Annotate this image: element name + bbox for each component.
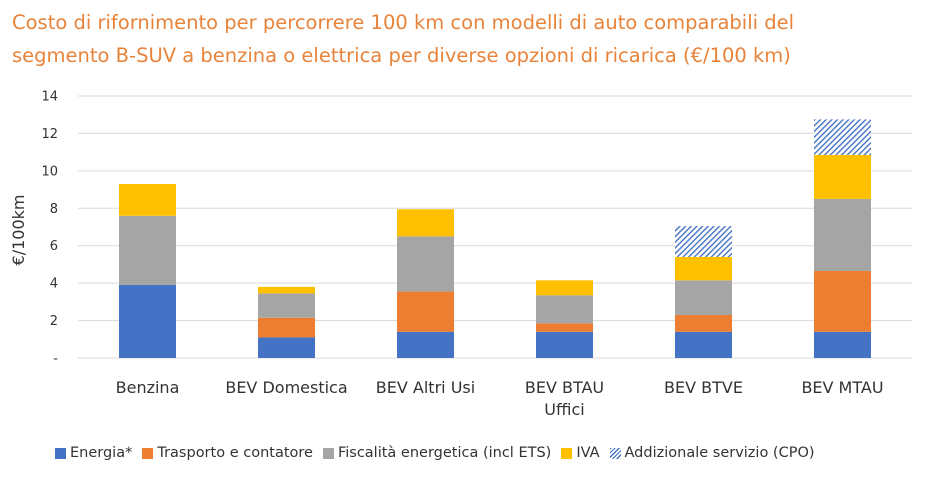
legend-swatch (142, 447, 154, 459)
x-category-label: BEV Domestica (225, 378, 347, 397)
x-category-label: BEV BTAU (525, 378, 604, 397)
y-tick-label: 10 (41, 164, 58, 179)
y-tick-label: - (53, 352, 58, 367)
y-tick-label: 14 (41, 90, 58, 105)
bar-segment (675, 256, 732, 281)
x-category-label: Benzina (116, 378, 180, 397)
legend-swatch (322, 447, 334, 459)
bar-segment (258, 317, 315, 338)
legend-label: Energia* (70, 445, 133, 461)
y-tick-label: 6 (50, 239, 58, 254)
bar-segment (675, 226, 732, 257)
x-category-label: Uffici (544, 400, 584, 419)
bar-segment (536, 331, 593, 358)
y-tick-label: 12 (41, 127, 58, 142)
bar-segment (814, 119, 871, 155)
bar-segment (258, 337, 315, 358)
legend-label: Trasporto e contatore (157, 445, 313, 461)
legend-item: Energia* (55, 445, 132, 461)
stacked-bar-chart: - 2 4 6 8 10 12 14 Benzina BEV Domestica BEV Altr… (9, 90, 912, 419)
y-tick-label: 2 (50, 314, 58, 329)
legend-item: Fiscalità energetica (incl ETS) (322, 445, 552, 461)
x-category-label: BEV Altri Usi (376, 378, 475, 397)
bar-segment (536, 295, 593, 324)
bar-segment (814, 154, 871, 199)
bar-segment (397, 236, 454, 292)
chart-title-line-2: segmento B-SUV a benzina o elettrica per… (12, 44, 791, 67)
bar-segment (675, 331, 732, 358)
y-tick-label: 4 (50, 277, 58, 292)
bar-segment (675, 280, 732, 315)
bar-segment (119, 215, 176, 286)
bar-segment (814, 270, 871, 332)
legend-label: IVA (576, 445, 600, 461)
bar-segment (119, 285, 176, 358)
y-tick-label: 8 (50, 202, 58, 217)
legend-swatch (609, 447, 621, 459)
legend-swatch (561, 447, 573, 459)
bar-segment (536, 280, 593, 296)
bar-segment (397, 331, 454, 358)
bar-segment (675, 314, 732, 332)
chart-title-line-1: Costo di rifornimento per percorrere 100… (12, 11, 795, 34)
legend-item: IVA (561, 445, 600, 461)
legend-item: Trasporto e contatore (142, 445, 313, 461)
bar-segment (397, 209, 454, 237)
x-category-label: BEV MTAU (801, 378, 883, 397)
bar-segment (536, 323, 593, 332)
legend-item: Addizionale servizio (CPO) (609, 445, 815, 461)
y-axis-label: €/100km (9, 195, 28, 266)
chart-title: Costo di rifornimento per percorrere 100… (12, 6, 922, 72)
legend-swatch (55, 447, 66, 459)
bar-segment (119, 183, 176, 216)
legend: Energia* Trasporto e contatore Fiscalità e… (55, 445, 825, 461)
legend-label: Fiscalità energetica (incl ETS) (337, 445, 552, 461)
x-category-label: BEV BTVE (664, 378, 743, 397)
legend-label: Addizionale servizio (CPO) (624, 445, 815, 461)
bar-segment (258, 286, 315, 294)
bar-segment (814, 331, 871, 358)
bar-segment (258, 293, 315, 318)
bar-segment (397, 291, 454, 332)
bar-segment (814, 198, 871, 271)
